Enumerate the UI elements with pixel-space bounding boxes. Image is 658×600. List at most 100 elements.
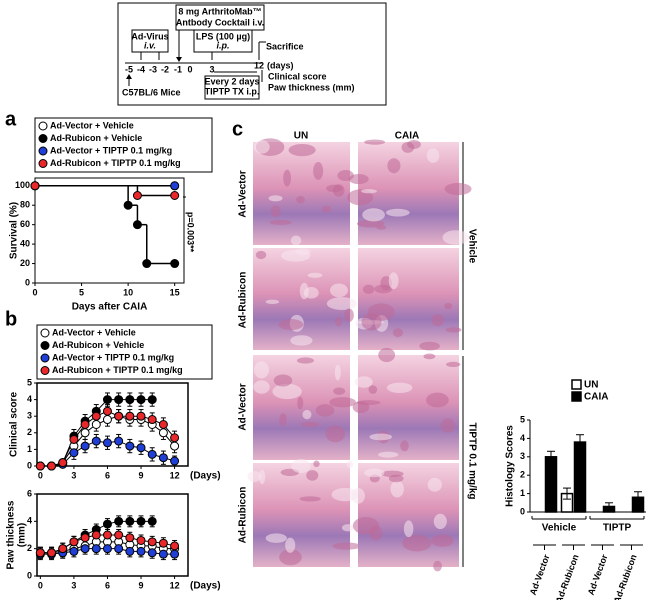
- y-tick-label: 0: [25, 277, 30, 287]
- data-point: [114, 436, 124, 446]
- y-tick-label: 5: [27, 377, 32, 387]
- tissue-detail: [427, 477, 442, 492]
- timeline-tick: -1: [174, 64, 182, 74]
- data-point: [91, 436, 101, 446]
- legend-marker: [38, 121, 48, 131]
- tissue-detail: [315, 404, 335, 417]
- data-point: [136, 535, 146, 545]
- sacrifice-text: Sacrifice: [266, 41, 304, 51]
- x-axis-label: Days after CAIA: [72, 302, 148, 313]
- tissue-detail: [433, 513, 447, 530]
- tissue-detail: [333, 387, 346, 395]
- lps-box: [193, 29, 253, 53]
- treatment-label: TIPTP 0.1 mg/kg: [466, 422, 477, 499]
- timeline: 8 mg ArthritoMab™ Antbody Cocktail i.v. …: [117, 2, 387, 106]
- data-point: [58, 458, 68, 468]
- tissue-detail: [361, 189, 377, 194]
- tissue-detail: [300, 421, 319, 428]
- legend-marker: [38, 146, 48, 156]
- legend-label: CAIA: [584, 392, 608, 403]
- tissue-detail: [369, 433, 393, 441]
- tissue-detail: [265, 533, 287, 543]
- data-point: [125, 411, 135, 421]
- y-tick-label: 4: [520, 433, 525, 443]
- data-point: [158, 420, 168, 429]
- row-label: Ad-Rubicon: [238, 272, 249, 329]
- tissue-detail: [313, 460, 320, 468]
- antibody-text: Antbody Cocktail i.v.: [176, 17, 264, 27]
- histology-image: [358, 142, 459, 245]
- treatment-box: [204, 75, 260, 100]
- data-point: [80, 544, 90, 554]
- legend-label: UN: [584, 380, 598, 391]
- tissue-detail: [313, 162, 324, 180]
- tissue-detail: [378, 451, 399, 458]
- plot-frame: [36, 382, 189, 467]
- legend-marker: [40, 328, 50, 338]
- data-point: [142, 259, 152, 269]
- tissue-detail: [356, 219, 385, 228]
- plot-frame: [34, 177, 185, 284]
- tissue-detail: [285, 537, 296, 553]
- tissue-detail: [269, 219, 292, 226]
- data-point: [102, 544, 112, 554]
- legend-marker: [40, 366, 50, 375]
- antibody-text: 8 mg ArthritoMab™: [178, 6, 261, 16]
- data-point: [102, 395, 112, 405]
- data-point: [170, 441, 180, 451]
- y-axis-label: (mm): [17, 523, 28, 547]
- tissue-detail: [381, 470, 404, 478]
- tissue-detail: [431, 314, 445, 327]
- legend-swatch: [571, 379, 582, 390]
- data-point: [114, 411, 124, 421]
- lps-text: LPS (100 µg): [196, 31, 250, 41]
- tissue-detail: [268, 195, 283, 202]
- data-point: [132, 191, 142, 200]
- legend-label: Ad-Vector + TIPTP 0.1 mg/kg: [52, 352, 174, 362]
- y-tick-label: 1: [27, 444, 32, 454]
- legend-frame: [36, 324, 213, 380]
- arrow-head: [126, 74, 132, 79]
- data-point: [125, 533, 135, 543]
- y-tick-label: 100: [15, 180, 30, 190]
- data-point: [91, 420, 101, 429]
- tissue-detail: [307, 272, 323, 278]
- data-point: [147, 415, 157, 425]
- tissue-detail: [344, 308, 354, 322]
- data-point: [69, 546, 79, 556]
- legend-marker: [38, 159, 48, 168]
- data-point: [147, 449, 157, 459]
- tissue-detail: [352, 517, 380, 535]
- tissue-detail: [302, 409, 312, 420]
- tissue-detail: [290, 235, 302, 246]
- row-label: Ad-Vector: [238, 383, 249, 430]
- data-point: [170, 181, 180, 191]
- x-tick-label: 0: [38, 580, 43, 590]
- data-point: [114, 395, 124, 405]
- y-tick-label: 2: [520, 470, 525, 480]
- x-tick-label: 6: [105, 470, 110, 480]
- tissue-detail: [296, 357, 314, 364]
- data-point: [170, 541, 180, 551]
- y-tick-label: 4: [27, 516, 32, 526]
- tissue-detail: [368, 385, 378, 394]
- tissue-detail: [351, 488, 365, 504]
- tissue-detail: [279, 413, 287, 427]
- data-point: [114, 544, 124, 554]
- data-point: [136, 411, 146, 421]
- y-tick-label: 20: [20, 258, 30, 268]
- row-label: Ad-Rubicon: [238, 487, 249, 544]
- data-point: [147, 537, 157, 547]
- histology-image: [358, 355, 459, 460]
- legend-label: Ad-Rubicon + Vehicle: [50, 133, 142, 143]
- data-point: [80, 533, 90, 543]
- data-point: [35, 461, 45, 471]
- data-point: [91, 411, 101, 421]
- x-tick-label: 0: [32, 287, 37, 297]
- tissue-detail: [378, 347, 396, 363]
- data-point: [80, 441, 90, 451]
- tissue-detail: [354, 376, 373, 388]
- legend-marker: [40, 341, 50, 350]
- column-label: UN: [294, 131, 308, 142]
- data-point: [58, 544, 68, 554]
